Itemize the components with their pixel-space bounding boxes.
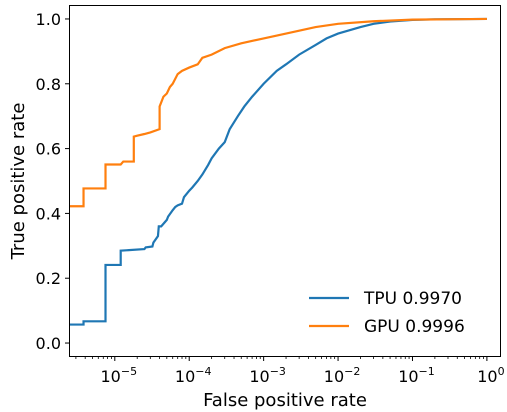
x-axis-title: False positive rate — [203, 390, 367, 411]
series-lines — [70, 17, 487, 326]
y-axis-ticks: 0.0 0.2 0.4 0.6 0.8 1.0 — [36, 10, 70, 353]
y-axis-title: True positive rate — [8, 103, 29, 261]
x-tick-label: 100 — [477, 365, 504, 386]
x-tick-label: 10−3 — [249, 365, 286, 386]
y-tick-label: 1.0 — [36, 10, 61, 29]
y-tick-label: 0.8 — [36, 75, 61, 94]
x-tick-label: 10−2 — [324, 365, 361, 386]
y-tick-label: 0.4 — [36, 204, 61, 223]
x-tick-label: 10−4 — [175, 365, 212, 386]
series-line-1 — [70, 17, 487, 326]
x-tick-label: 10−1 — [398, 365, 435, 386]
y-tick-label: 0.6 — [36, 140, 61, 159]
series-line-2 — [70, 17, 487, 208]
plot-frame — [69, 5, 501, 357]
legend-label-2: GPU 0.9996 — [364, 317, 465, 337]
y-tick-label: 0.0 — [36, 334, 61, 353]
x-tick-label: 10−5 — [101, 365, 138, 386]
legend-label-1: TPU 0.9970 — [363, 289, 462, 309]
x-axis-ticks: 10−5 10−4 10−3 10−2 10−1 100 — [75, 356, 505, 386]
legend: TPU 0.9970 GPU 0.9996 — [309, 289, 465, 337]
y-tick-label: 0.2 — [36, 269, 61, 288]
